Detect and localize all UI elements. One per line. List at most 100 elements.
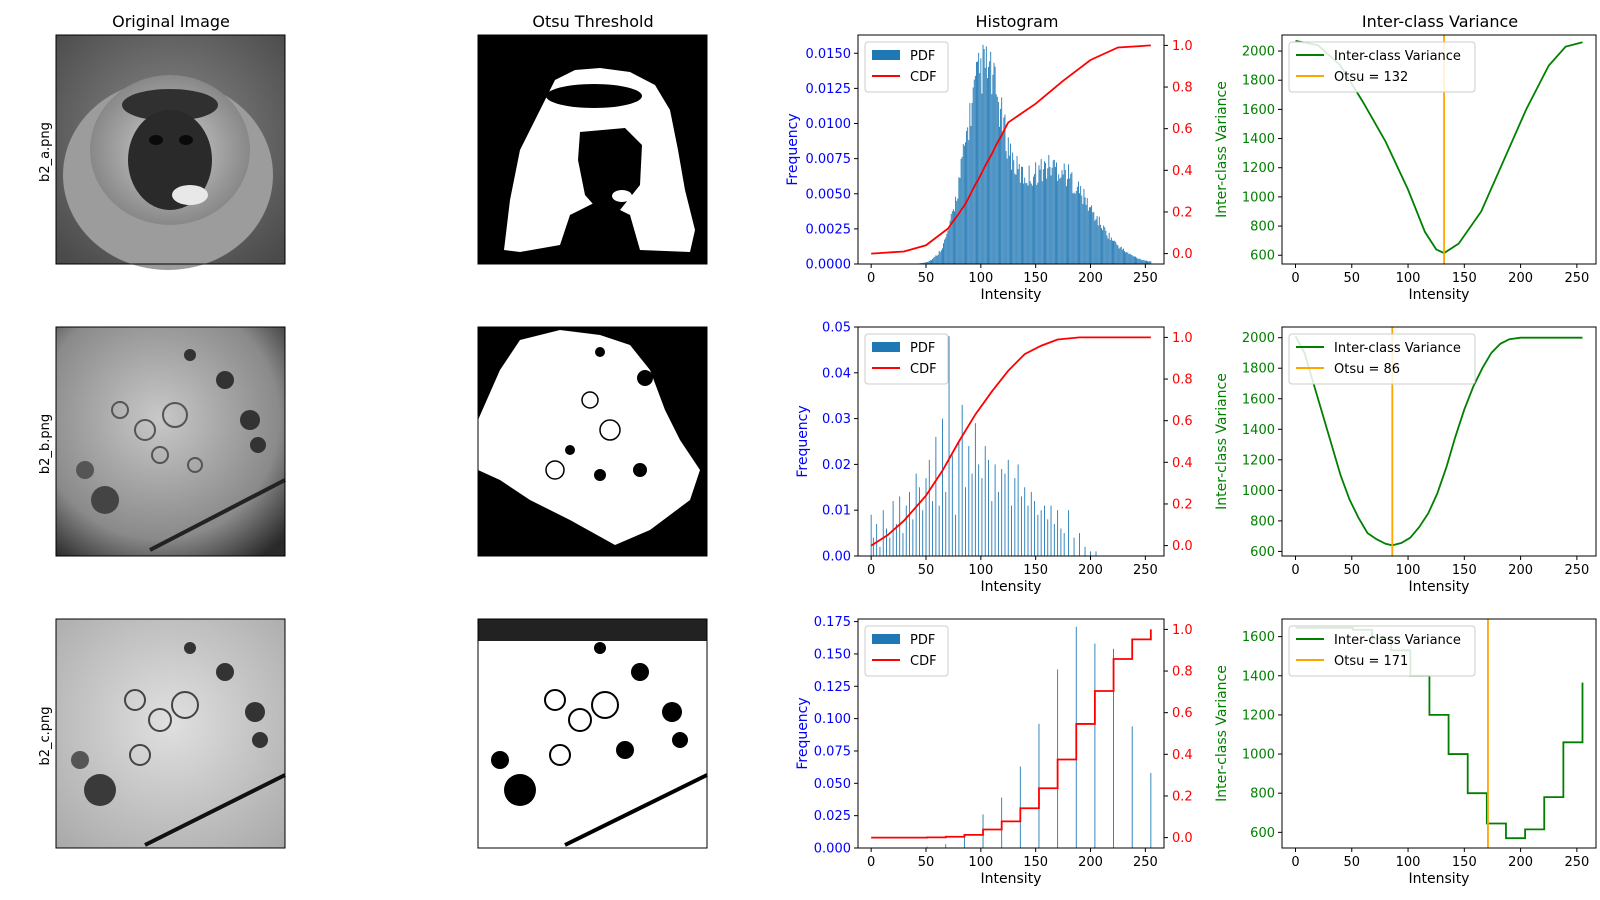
y2-tick-label: 0.2 [1172,789,1193,804]
axes-frame [1281,326,1597,557]
y2-tick-label: 1.0 [1172,39,1193,54]
y-tick-label: 2000 [1242,331,1275,346]
x-tick-label: 250 [1564,563,1589,578]
pdf-bar [1064,169,1066,264]
pdf-bar [1029,181,1031,264]
pdf-bar [1044,505,1045,556]
legend: PDF CDF [864,625,949,677]
pdf-bar [954,211,955,264]
pdf-bar [1004,114,1006,264]
x-tick-label: 0 [1291,271,1299,286]
pdf-bar [1011,505,1012,556]
pdf-bar [1026,183,1028,264]
pdf-bar [1146,260,1147,264]
pdf-bar [1113,648,1114,848]
charts-layer: 0.00000.00250.00500.00750.01000.01250.01… [785,34,1597,887]
y-tick-label: 0.05 [822,321,851,336]
x-tick-label: 200 [1078,855,1103,870]
legend: Inter-class Variance Otsu = 171 [1288,625,1476,677]
pdf-bar [1040,159,1042,264]
pdf-bar [946,233,948,264]
legend-pdf-swatch [872,50,900,60]
otsu-image-b2c [477,618,708,849]
original-image-b2a [55,34,286,270]
pdf-bar [876,523,878,556]
pdf-bar [932,501,934,556]
pdf-bar [1050,505,1052,556]
pdf-bar [1139,258,1141,264]
pdf-bar [1118,248,1120,264]
row-label-c: b2_c.png [38,706,53,765]
pdf-bar [981,93,983,265]
pdf-bar [965,487,966,556]
x-tick-label: 250 [1564,271,1589,286]
original-image-b2c [55,618,286,849]
y2-tick-label: 1.0 [1172,623,1193,638]
pdf-bar [1108,232,1110,264]
y-tick-label: 1200 [1242,453,1275,468]
legend: PDF CDF [864,41,949,93]
x-tick-label: 150 [1452,271,1477,286]
pdf-bar [948,336,950,556]
pdf-bar [1071,172,1073,264]
axes-frame [1281,34,1597,265]
y-tick-label: 1600 [1242,630,1275,645]
histogram-panel-1: 0.00000.00250.00500.00750.01000.01250.01… [785,34,1193,303]
pdf-bar [1094,220,1096,264]
x-axis-label: Intensity [1409,579,1470,595]
pdf-bar [1063,533,1065,556]
pdf-bar [1072,193,1074,264]
pdf-bar [1052,160,1054,264]
pdf-bar [882,510,884,556]
pdf-bar [994,66,996,264]
x-tick-label: 50 [1344,563,1361,578]
legend-otsu-label: Otsu = 171 [1334,654,1408,669]
y-axis-label: Frequency [795,405,811,477]
pdf-bar [961,156,963,264]
y-tick-label: 1400 [1242,132,1275,147]
y-tick-label: 0.0075 [806,152,852,167]
cdf-line [870,336,1151,547]
x-tick-label: 150 [1452,563,1477,578]
pdf-bar [1115,241,1117,264]
x-axis-label: Intensity [1409,287,1470,303]
pdf-bar [1102,230,1104,264]
pdf-bar [1082,203,1084,264]
x-tick-label: 200 [1508,855,1533,870]
x-tick-label: 100 [968,855,993,870]
pdf-bar [981,478,983,556]
pdf-bar [1034,501,1036,556]
pdf-bar [1037,514,1039,556]
pdf-bar [902,533,904,556]
pdf-bar [945,237,947,264]
y2-tick-label: 0.6 [1172,414,1193,429]
pdf-bar [933,257,935,264]
y-axis-label: Inter-class Variance [1214,373,1230,510]
pdf-bar [912,519,914,556]
pdf-bar [936,255,938,264]
variance-line [1294,335,1583,547]
y-tick-label: 1800 [1242,74,1275,89]
pdf-bar [932,258,934,264]
pdf-bar [939,252,941,264]
pdf-bar [1079,533,1080,556]
y-tick-label: 800 [1250,514,1275,529]
pdf-bar [1004,473,1006,556]
y2-tick-label: 0.2 [1172,497,1193,512]
pdf-bar [1041,181,1043,264]
pdf-bar [1068,510,1070,556]
pdf-bar [879,546,881,556]
pdf-bar [1116,244,1118,264]
legend-otsu-label: Otsu = 86 [1334,362,1400,377]
legend-cdf-label: CDF [910,362,937,377]
pdf-bar [986,78,988,265]
x-tick-label: 200 [1508,563,1533,578]
pdf-bar [1113,240,1114,264]
pdf-bar [1048,154,1050,264]
variance-panel-1: 600 800 1000 1200 1400 1600 1800 2000 0 50 100 150 2… [1214,34,1597,303]
pdf-bar [1150,772,1152,848]
legend-cdf-label: CDF [910,654,937,669]
pdf-bar [925,262,927,264]
pdf-bar [1001,468,1003,556]
